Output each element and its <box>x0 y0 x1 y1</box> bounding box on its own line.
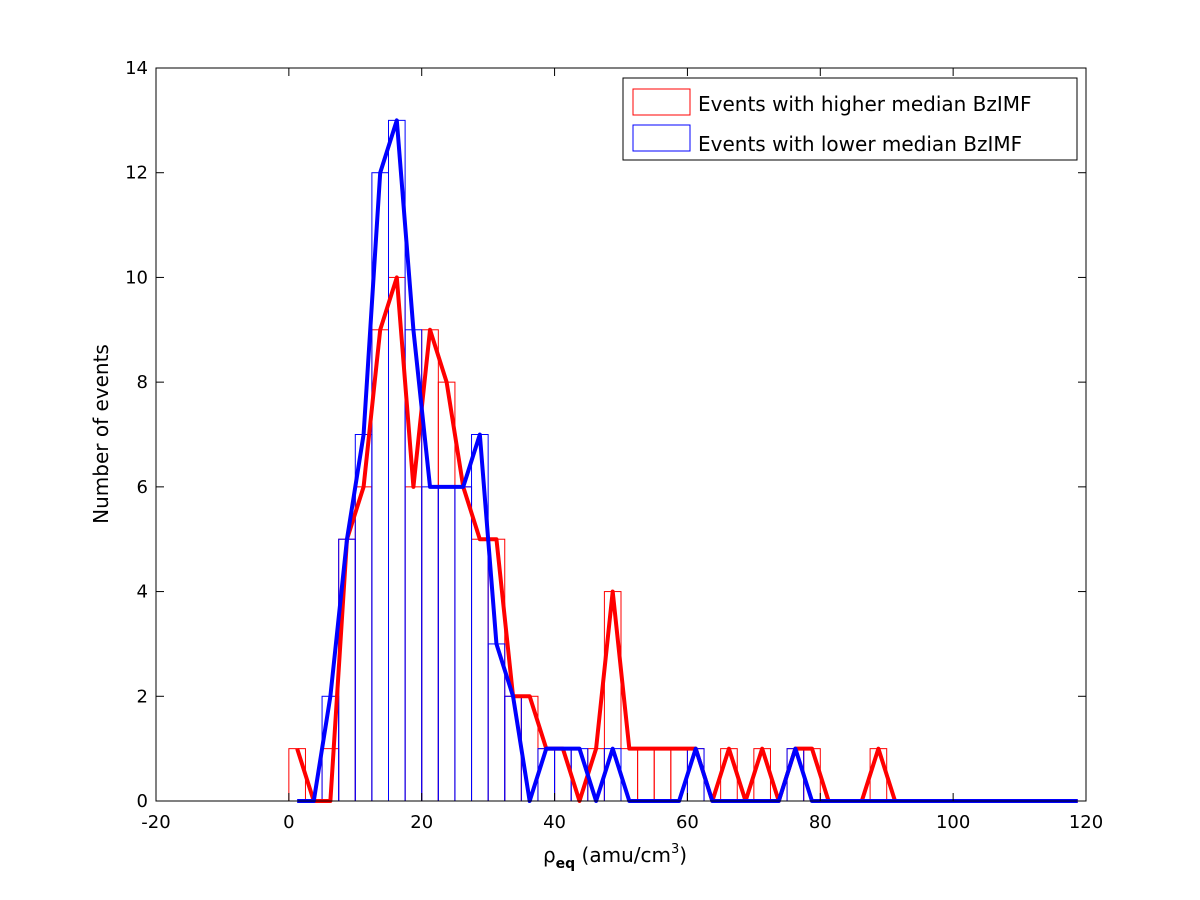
series-line-higher <box>295 275 1078 803</box>
x-tick-label: 40 <box>543 812 566 833</box>
legend-label-lower: Events with lower median BzIMF <box>698 132 1022 156</box>
x-tick-labels: -20 0 20 40 60 80 100 120 <box>141 812 1103 833</box>
x-tick-label: 120 <box>1069 812 1103 833</box>
y-tick-label: 4 <box>137 582 148 603</box>
y-tick-label: 10 <box>125 267 148 288</box>
y-tick-label: 2 <box>137 686 148 707</box>
y-tick-label: 14 <box>125 58 148 79</box>
x-axis-label: ρeq (amu/cm3) <box>543 842 687 872</box>
x-axis-label-subscript: eq <box>556 856 576 872</box>
x-tick-label: 80 <box>809 812 832 833</box>
x-axis-label-units: (amu/cm <box>575 843 671 867</box>
x-axis-label-units-close: ) <box>679 843 687 867</box>
legend-box <box>622 77 1078 161</box>
x-axis-label-symbol: ρ <box>543 843 556 867</box>
y-tick-label: 8 <box>137 372 148 393</box>
axis-ticks <box>155 67 1087 802</box>
legend-swatch-lower <box>632 124 691 152</box>
x-tick-label: 60 <box>676 812 699 833</box>
y-tick-label: 6 <box>137 477 148 498</box>
x-tick-label: 20 <box>410 812 433 833</box>
x-tick-label: -20 <box>141 812 170 833</box>
y-tick-labels: 0 2 4 6 8 10 12 14 <box>125 58 148 812</box>
y-axis-label: Number of events <box>89 344 113 524</box>
x-tick-label: 0 <box>283 812 294 833</box>
x-axis-label-superscript: 3 <box>671 842 679 857</box>
legend-swatch-higher <box>632 88 691 116</box>
x-tick-label: 100 <box>936 812 970 833</box>
legend-label-higher: Events with higher median BzIMF <box>698 92 1032 116</box>
legend: Events with higher median BzIMF Events w… <box>622 77 1078 161</box>
axes-box <box>155 67 1087 802</box>
y-tick-label: 0 <box>137 791 148 812</box>
y-tick-label: 12 <box>125 163 148 184</box>
